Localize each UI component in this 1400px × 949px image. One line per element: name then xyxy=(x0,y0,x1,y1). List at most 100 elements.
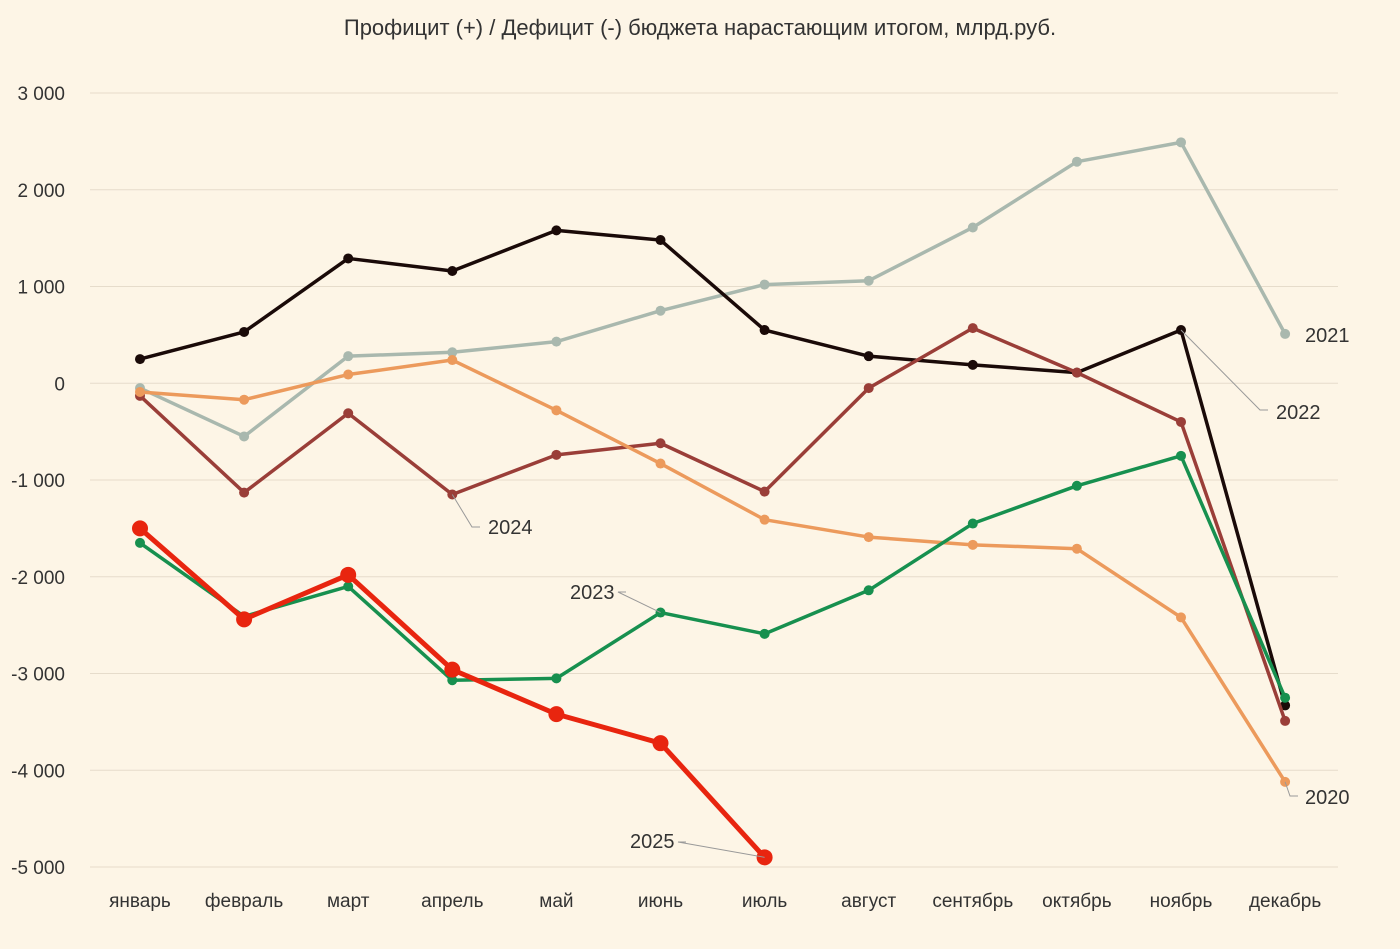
series-2025 xyxy=(132,520,773,866)
data-point-2023 xyxy=(967,518,978,529)
data-point-2025 xyxy=(132,520,148,537)
data-point-2024 xyxy=(759,486,770,497)
data-point-2021 xyxy=(239,431,250,442)
x-tick-label: май xyxy=(539,891,573,912)
data-point-2025 xyxy=(548,706,565,723)
data-point-2021 xyxy=(967,222,978,233)
data-point-2024 xyxy=(1071,367,1082,378)
data-point-2021 xyxy=(1176,137,1186,148)
data-point-2022 xyxy=(655,235,666,246)
series-label-2022: 2022 xyxy=(1276,402,1321,424)
data-point-2023 xyxy=(135,537,145,548)
series-label-2023: 2023 xyxy=(570,582,615,604)
data-point-2025 xyxy=(444,661,461,678)
data-point-2023 xyxy=(863,585,874,596)
chart-title: Профицит (+) / Дефицит (-) бюджета нарас… xyxy=(344,15,1056,40)
data-point-2020 xyxy=(239,394,250,405)
leader-line xyxy=(677,841,765,858)
series-line-2024 xyxy=(138,326,1287,722)
data-point-2021 xyxy=(759,279,770,290)
data-point-2023 xyxy=(1176,450,1186,461)
series-2024 xyxy=(135,323,1291,726)
data-point-2024 xyxy=(1280,715,1291,726)
data-point-2021 xyxy=(1071,156,1082,167)
data-point-2025 xyxy=(652,735,669,752)
data-point-2020 xyxy=(447,355,458,366)
y-tick-label: 1 000 xyxy=(17,278,65,299)
x-tick-label: ноябрь xyxy=(1150,891,1213,912)
data-point-2023 xyxy=(343,581,354,592)
data-point-2023 xyxy=(551,673,562,684)
data-point-2024 xyxy=(863,383,874,394)
data-point-2020 xyxy=(135,386,145,397)
data-point-2021 xyxy=(655,305,666,316)
data-point-2023 xyxy=(447,675,458,686)
y-tick-label: 0 xyxy=(54,374,65,395)
x-tick-label: август xyxy=(841,891,896,912)
data-point-2020 xyxy=(967,539,978,550)
data-point-2022 xyxy=(343,253,354,264)
data-point-2024 xyxy=(655,438,666,449)
series-line-2022 xyxy=(139,228,1287,706)
x-tick-label: март xyxy=(327,891,370,912)
x-tick-label: июль xyxy=(742,891,788,912)
data-point-2024 xyxy=(343,408,354,419)
data-point-2022 xyxy=(447,266,458,277)
leader-line xyxy=(451,494,480,528)
series-label-2024: 2024 xyxy=(488,517,533,539)
series-2021 xyxy=(135,137,1291,442)
leader-line xyxy=(1284,781,1298,797)
data-point-2020 xyxy=(759,514,770,525)
x-tick-label: апрель xyxy=(421,891,483,912)
data-point-2023 xyxy=(1280,692,1291,703)
data-point-2020 xyxy=(343,369,354,380)
series-line-2021 xyxy=(139,140,1287,439)
data-point-2023 xyxy=(1071,480,1082,491)
y-tick-label: -1 000 xyxy=(11,471,65,492)
data-point-2021 xyxy=(343,351,354,362)
series-label-2021: 2021 xyxy=(1305,325,1350,347)
data-point-2023 xyxy=(759,628,770,639)
data-point-2024 xyxy=(1176,416,1186,427)
data-point-2024 xyxy=(239,487,250,498)
data-point-2022 xyxy=(863,351,874,362)
data-point-2022 xyxy=(135,354,145,365)
x-tick-label: февраль xyxy=(205,891,284,912)
data-point-2022 xyxy=(759,325,770,336)
data-point-2020 xyxy=(1071,543,1082,554)
x-tick-label: октябрь xyxy=(1042,891,1112,912)
data-point-2020 xyxy=(551,405,562,416)
data-point-2024 xyxy=(967,323,978,334)
data-point-2021 xyxy=(447,347,458,358)
y-tick-label: -2 000 xyxy=(11,568,65,589)
x-tick-label: сентябрь xyxy=(932,891,1013,912)
y-tick-label: -5 000 xyxy=(11,858,65,879)
data-point-2020 xyxy=(863,532,874,543)
y-tick-label: 2 000 xyxy=(17,181,65,202)
data-point-2022 xyxy=(239,326,250,337)
series-line-2023 xyxy=(138,454,1287,699)
data-point-2020 xyxy=(655,458,666,469)
data-point-2021 xyxy=(551,336,562,347)
leader-line xyxy=(617,591,661,613)
series-2020 xyxy=(135,355,1291,787)
data-point-2025 xyxy=(236,611,253,628)
data-point-2022 xyxy=(1280,700,1291,711)
x-tick-label: январь xyxy=(109,891,171,912)
data-point-2021 xyxy=(863,275,874,286)
series-label-2025: 2025 xyxy=(630,831,675,853)
data-point-2022 xyxy=(551,225,562,236)
data-point-2024 xyxy=(551,449,562,460)
data-point-2025 xyxy=(340,566,357,583)
y-tick-label: -3 000 xyxy=(11,665,65,686)
x-tick-label: декабрь xyxy=(1249,891,1321,912)
y-tick-label: 3 000 xyxy=(17,84,65,105)
leader-line xyxy=(1180,329,1268,411)
y-tick-label: -4 000 xyxy=(11,761,65,782)
series-line-2025 xyxy=(138,526,767,860)
series-label-2020: 2020 xyxy=(1305,787,1350,809)
x-tick-label: июнь xyxy=(638,891,683,912)
series-line-2020 xyxy=(139,358,1287,783)
data-point-2022 xyxy=(967,359,978,370)
